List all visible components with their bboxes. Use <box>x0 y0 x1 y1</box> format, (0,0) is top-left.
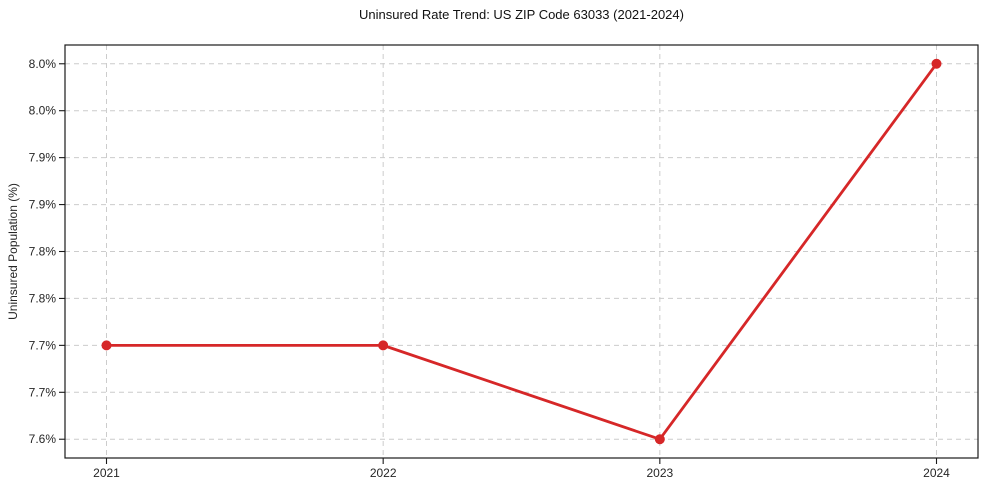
y-tick-label: 8.0% <box>29 57 57 71</box>
data-point-marker <box>101 340 112 351</box>
y-tick-label: 7.9% <box>29 198 57 212</box>
x-tick-label: 2024 <box>923 466 950 480</box>
x-tick-label: 2023 <box>646 466 673 480</box>
trend-line <box>105 62 938 441</box>
x-tick-label: 2022 <box>370 466 397 480</box>
data-point-marker <box>378 340 389 351</box>
y-tick-label: 7.8% <box>29 291 57 305</box>
y-tick-label: 8.0% <box>29 104 57 118</box>
y-tick-label: 7.8% <box>29 245 57 259</box>
data-point-marker <box>931 58 942 69</box>
y-tick-label: 7.6% <box>29 432 57 446</box>
y-tick-label: 7.7% <box>29 338 57 352</box>
y-tick-label: 7.9% <box>29 151 57 165</box>
data-point-marker <box>654 434 665 445</box>
y-tick-label: 7.7% <box>29 385 57 399</box>
chart-title: Uninsured Rate Trend: US ZIP Code 63033 … <box>359 7 684 22</box>
x-tick-label: 2021 <box>93 466 120 480</box>
